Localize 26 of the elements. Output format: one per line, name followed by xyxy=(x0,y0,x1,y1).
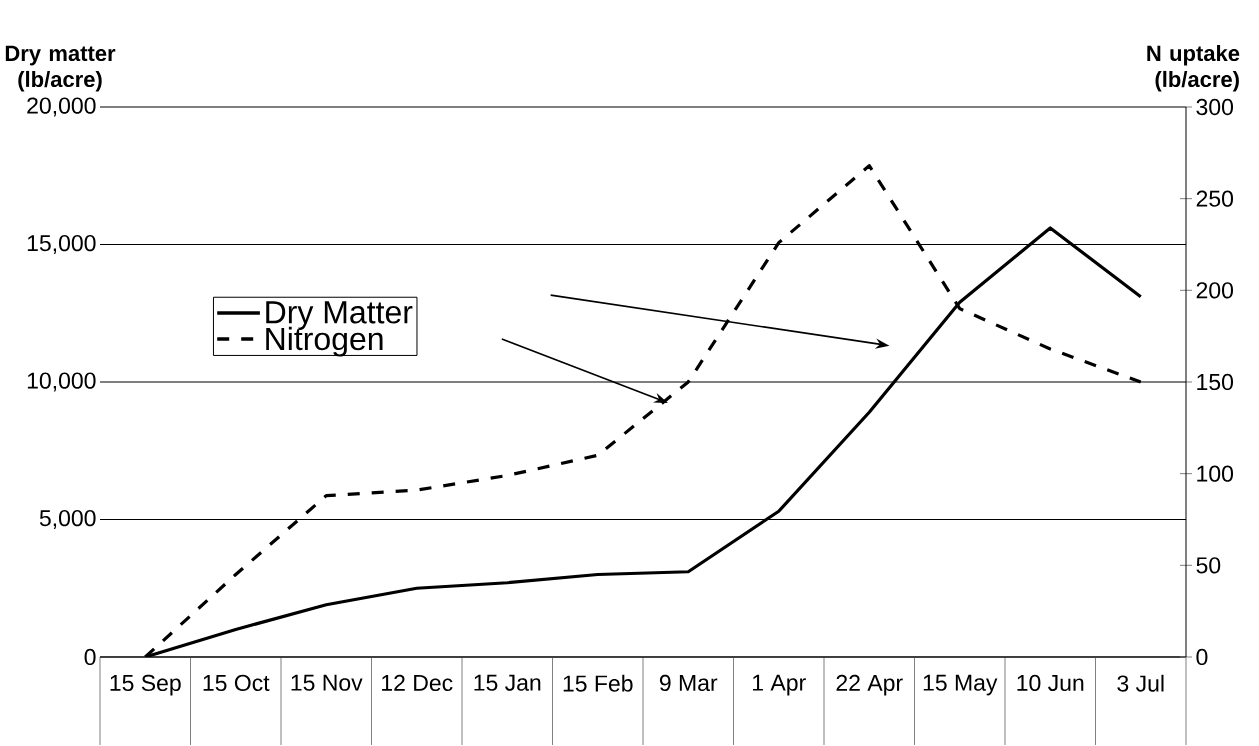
x-tick-label: 15 Feb xyxy=(563,674,633,692)
x-tick-label: 9 Mar xyxy=(659,674,718,692)
y2-tick-label: 50 xyxy=(1196,557,1221,574)
y2-tick-label: 0 xyxy=(1196,648,1208,666)
x-tick-label: 12 Dec xyxy=(382,674,453,692)
x-tick-label: 15 Oct xyxy=(203,674,270,692)
x-tick-label: 10 Jun xyxy=(1017,674,1084,692)
y2-tick-label: 100 xyxy=(1197,465,1234,482)
x-tick-label: 15 Sep xyxy=(110,674,181,696)
y-tick-label: 0 xyxy=(84,648,96,666)
x-tick-label: 15 Nov xyxy=(291,674,363,691)
y2-tick-label: 300 xyxy=(1196,98,1234,116)
y2-tick-label: 150 xyxy=(1197,373,1234,391)
y-tick-label: 5,000 xyxy=(39,509,96,529)
y2-tick-label: 200 xyxy=(1196,282,1234,299)
x-tick-label: 15 Jan xyxy=(474,674,541,691)
y2-axis-title: N uptake (lb/acre) xyxy=(1147,44,1240,92)
y-axis-title: Dry matter (lb/acre) xyxy=(5,45,116,92)
x-tick-label: 3 Jul xyxy=(1117,674,1164,692)
y-tick-label: 15,000 xyxy=(27,234,96,254)
x-tick-label: 15 May xyxy=(923,674,998,696)
x-tick-label: 1 Apr xyxy=(753,674,806,696)
y-tick-label: 20,000 xyxy=(27,97,96,117)
x-tick-label: 22 Apr xyxy=(836,674,903,696)
y-tick-label: 10,000 xyxy=(27,372,96,392)
y2-tick-label: 250 xyxy=(1196,190,1234,207)
